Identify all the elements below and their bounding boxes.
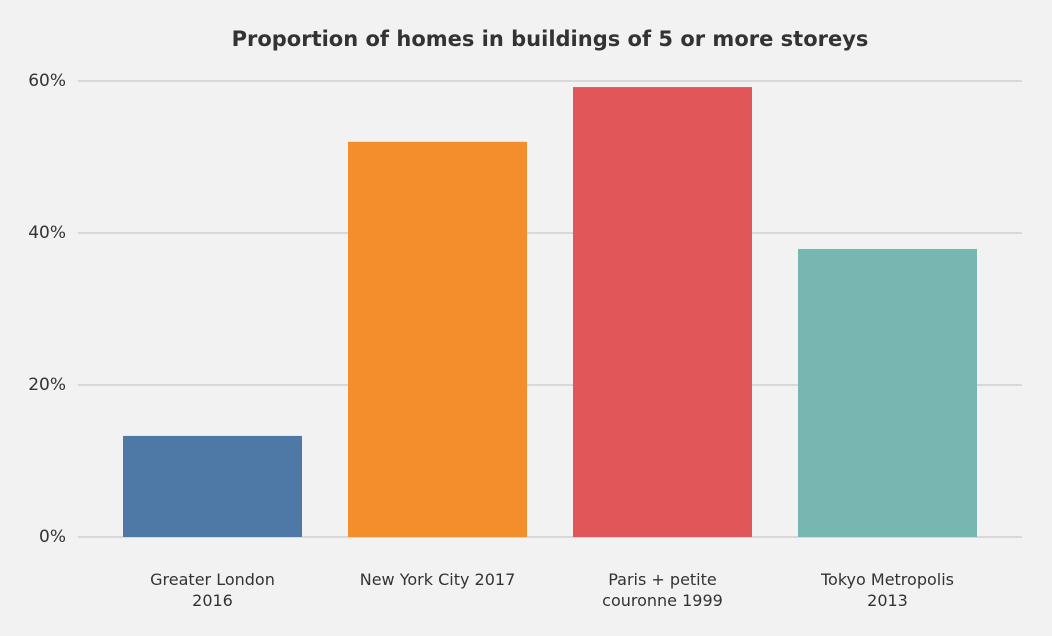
x-tick-label: Greater London 2016 — [150, 570, 275, 610]
chart-title: Proportion of homes in buildings of 5 or… — [232, 27, 869, 51]
bar — [123, 435, 302, 537]
x-tick-label: Paris + petite couronne 1999 — [602, 570, 723, 610]
bar — [348, 141, 527, 538]
x-tick-label: New York City 2017 — [359, 570, 516, 589]
bar — [573, 87, 752, 537]
y-tick-label: 20% — [28, 375, 66, 395]
y-tick-label: 60% — [28, 71, 66, 91]
x-tick-label: Tokyo Metropolis 2013 — [821, 570, 954, 610]
y-tick-label: 40% — [28, 223, 66, 243]
y-tick-label: 0% — [39, 527, 66, 547]
bar — [798, 248, 977, 537]
